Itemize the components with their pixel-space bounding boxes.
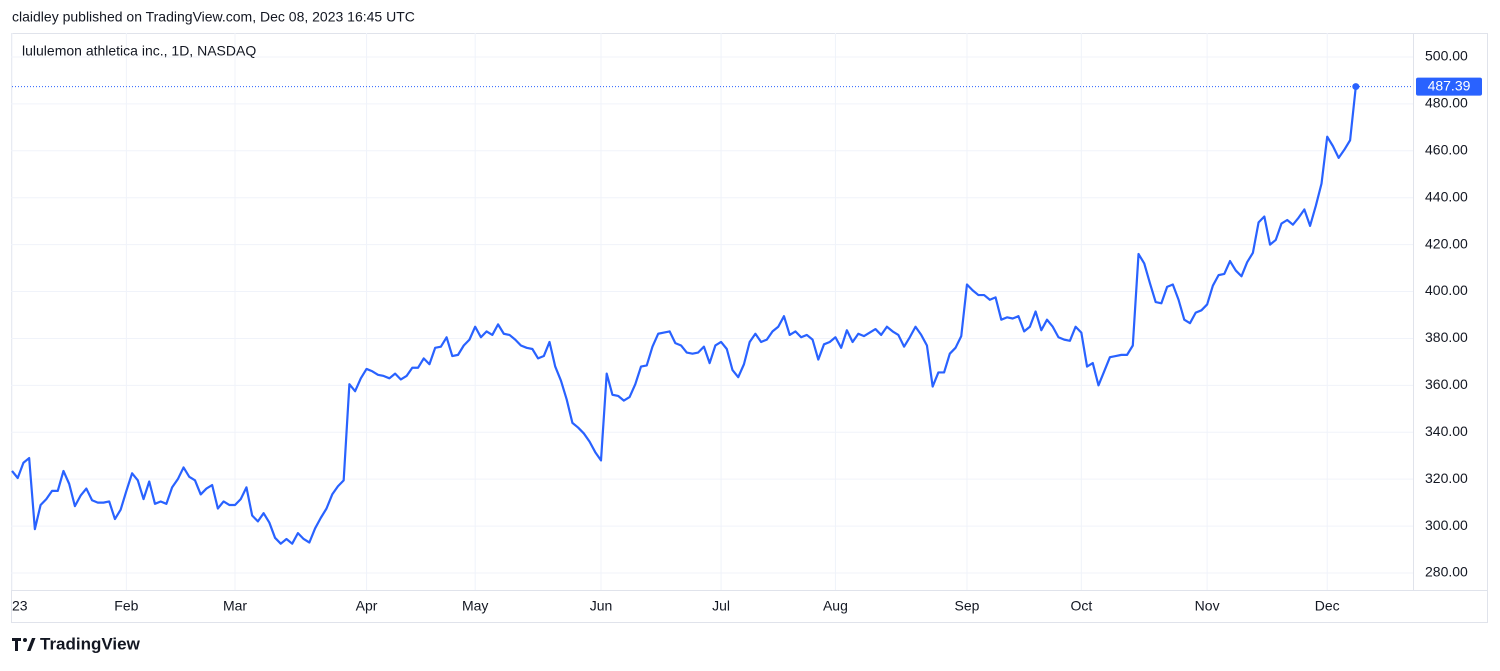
y-tick-label: 420.00: [1425, 235, 1468, 251]
y-tick-label: 280.00: [1425, 564, 1468, 580]
logo-shape: [27, 638, 36, 651]
y-tick-label: 480.00: [1425, 95, 1468, 111]
x-tick-label: Jul: [712, 598, 730, 614]
y-tick-label: 380.00: [1425, 329, 1468, 345]
y-tick-label: 320.00: [1425, 470, 1468, 486]
y-tick-label: 460.00: [1425, 142, 1468, 158]
x-tick-label: Mar: [223, 598, 247, 614]
y-tick-label: 440.00: [1425, 188, 1468, 204]
x-tick-label: Nov: [1195, 598, 1220, 614]
grid: [11, 33, 1413, 590]
brand-logo: [12, 638, 36, 651]
plot: [11, 83, 1413, 545]
x-tick-label: Jun: [590, 598, 613, 614]
y-tick-label: 500.00: [1425, 48, 1468, 64]
logo-dot: [23, 638, 27, 642]
logo-shape: [12, 638, 21, 651]
price-line: [11, 86, 1357, 545]
x-tick-label: 23: [12, 598, 28, 614]
x-tick-label: Aug: [823, 598, 848, 614]
brand: TradingView: [40, 634, 141, 653]
last-price-label: 487.39: [1428, 77, 1471, 93]
x-tick-label: Feb: [114, 598, 138, 614]
x-tick-label: Apr: [356, 598, 378, 614]
y-tick-label: 300.00: [1425, 517, 1468, 533]
last-price-dot: [1352, 83, 1360, 91]
x-tick-label: Oct: [1070, 598, 1092, 614]
chart-title: lululemon athletica inc., 1D, NASDAQ: [22, 43, 256, 59]
x-tick-label: Sep: [955, 598, 980, 614]
last-price-box: [1416, 77, 1482, 96]
x-tick-label: May: [462, 598, 488, 614]
y-tick-label: 360.00: [1425, 376, 1468, 392]
y-tick-label: 400.00: [1425, 282, 1468, 298]
y-tick-label: 340.00: [1425, 423, 1468, 439]
header: claidley published on TradingView.com, D…: [12, 9, 415, 25]
x-tick-label: Dec: [1315, 598, 1340, 614]
